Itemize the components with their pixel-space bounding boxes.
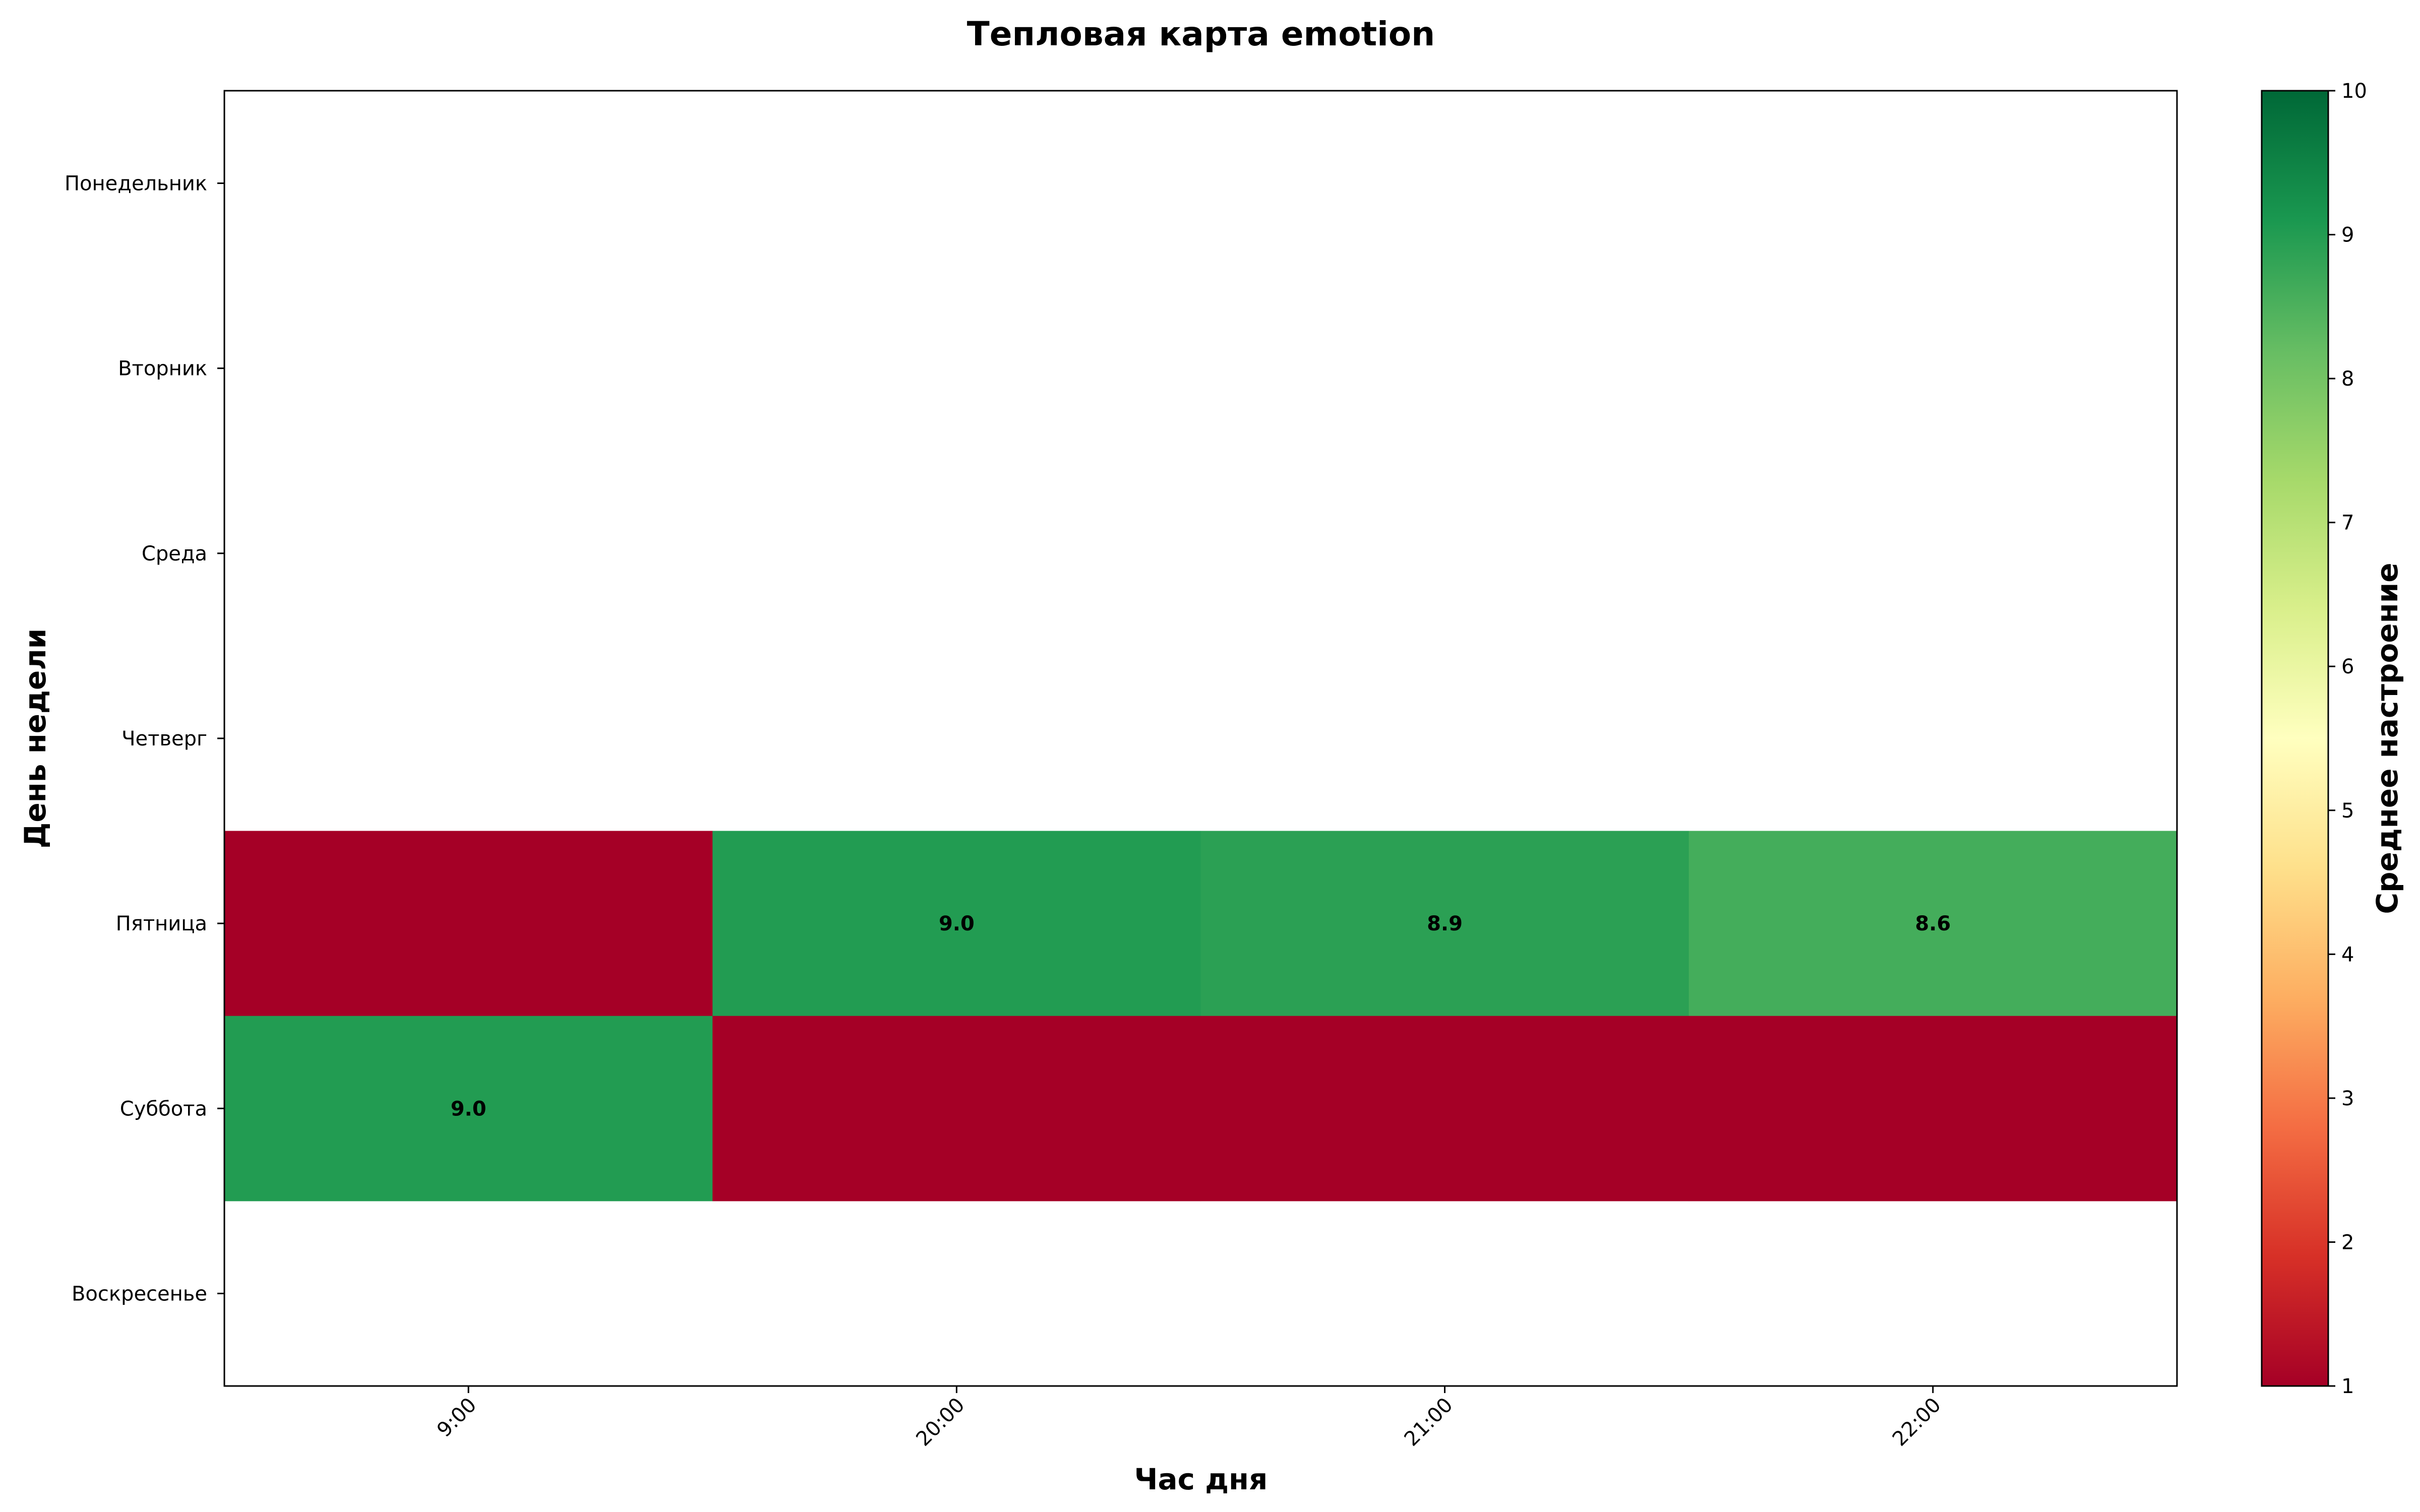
colorbar-tick-label: 8 [2341,367,2354,391]
heatmap-cell [1688,1016,2177,1202]
y-tick-label: Суббота [120,1097,207,1120]
colorbar-tick-label: 5 [2341,799,2354,823]
y-axis-ticks: Понедельник Вторник Среда Четверг Пятница Суб… [65,172,224,1305]
x-axis-label: Час дня [1134,1462,1268,1496]
heatmap-cell [1200,1016,1689,1202]
heatmap-cells [224,831,2177,1202]
y-tick-label: Среда [142,542,207,565]
colorbar-tick-label: 4 [2341,943,2354,966]
heatmap-cell-labels: 9.0 8.9 8.6 9.0 [451,912,1951,1120]
heatmap-cell [712,1016,1201,1202]
colorbar-ticks: 1 2 3 4 5 6 7 8 9 10 [2328,80,2367,1398]
colorbar-tick-label: 3 [2341,1087,2354,1110]
heatmap-cell [224,1016,713,1202]
y-tick-label: Вторник [118,357,207,381]
heatmap-cell [712,831,1201,1017]
cell-value-label: 8.6 [1915,912,1951,935]
chart-title: Тепловая карта emotion [967,15,1435,53]
x-tick-label: 20:00 [912,1394,969,1451]
y-tick-label: Понедельник [65,172,207,196]
cell-value-label: 8.9 [1427,912,1463,935]
colorbar-tick-label: 9 [2341,224,2354,247]
y-tick-label: Воскресенье [72,1282,207,1305]
x-tick-label: 21:00 [1400,1394,1458,1451]
x-tick-label: 9:00 [433,1394,481,1442]
cell-value-label: 9.0 [939,912,975,935]
colorbar-tick-label: 6 [2341,655,2354,678]
x-tick-label: 22:00 [1888,1394,1946,1451]
x-axis-ticks: 9:00 20:00 21:00 22:00 [433,1386,1946,1451]
colorbar-tick-label: 2 [2341,1231,2354,1254]
colorbar-gradient [2261,90,2329,1387]
cell-value-label: 9.0 [451,1097,487,1120]
heatmap-cell [1688,831,2177,1017]
colorbar-label: Среднее настроение [2370,562,2404,914]
heatmap-cell [224,831,713,1017]
y-tick-label: Пятница [116,912,207,935]
heatmap-cell [1200,831,1689,1017]
colorbar-tick-label: 7 [2341,512,2354,535]
y-axis-label: День недели [18,628,52,849]
colorbar-tick-label: 10 [2341,80,2367,103]
colorbar-tick-label: 1 [2341,1375,2354,1398]
y-tick-label: Четверг [122,727,207,750]
colorbar: 1 2 3 4 5 6 7 8 9 10 Среднее настроение [2261,80,2404,1398]
